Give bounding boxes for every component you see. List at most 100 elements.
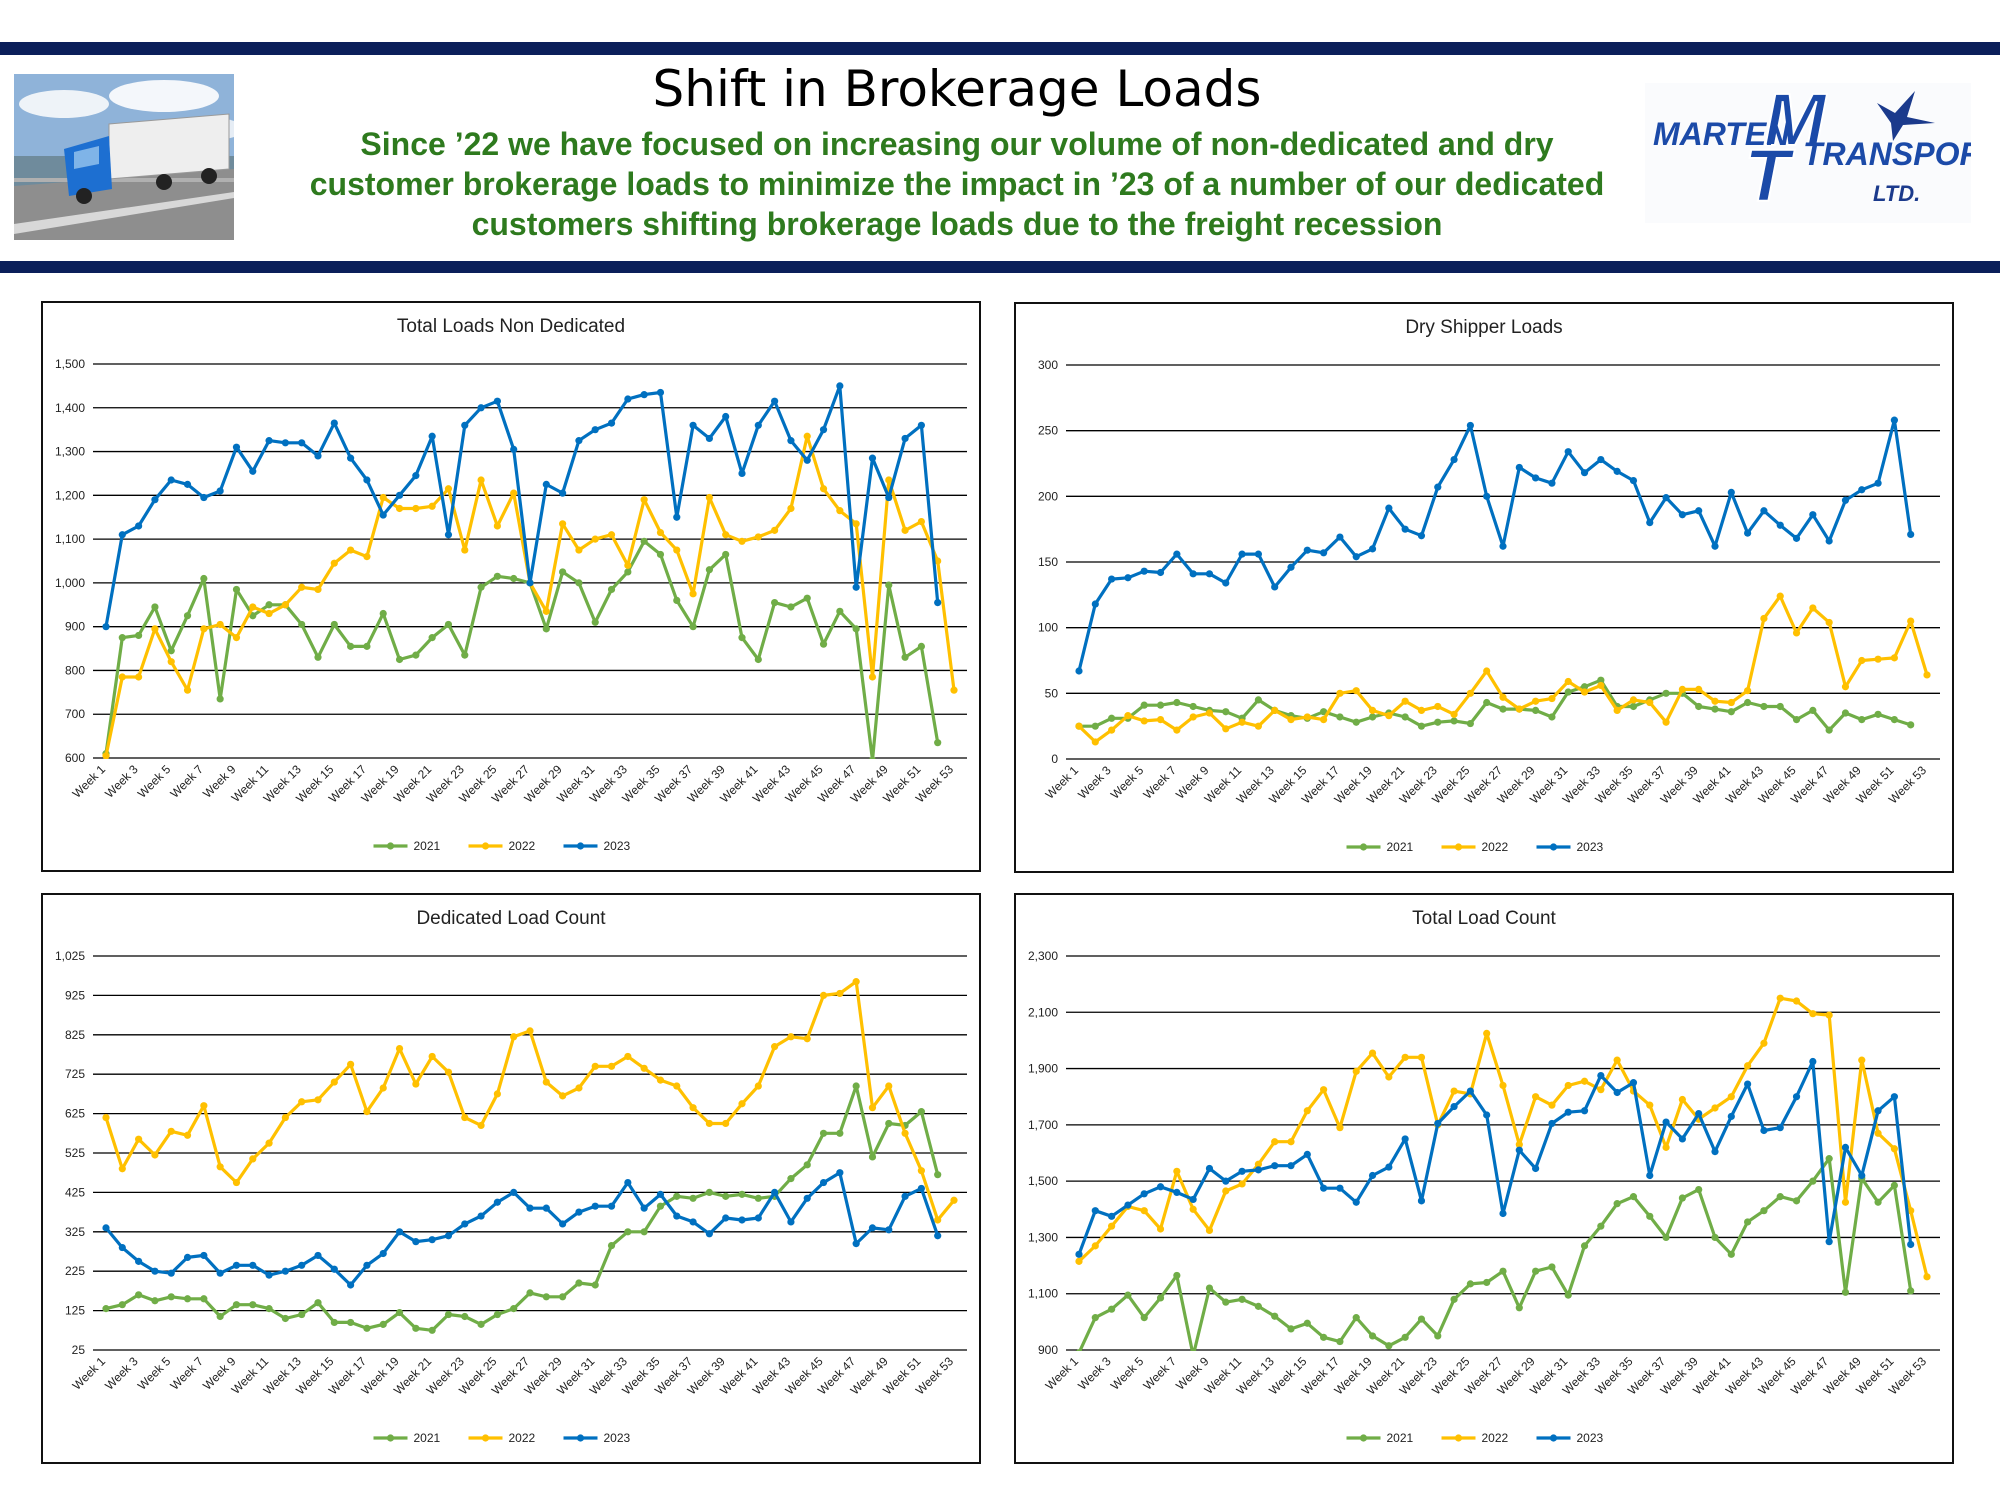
- data-point: [1809, 1057, 1817, 1066]
- data-point: [216, 487, 224, 495]
- data-point: [265, 1271, 273, 1279]
- data-point: [1890, 1181, 1898, 1189]
- data-point: [1352, 553, 1360, 561]
- data-point: [1825, 1238, 1833, 1246]
- data-point: [477, 583, 485, 591]
- data-point: [917, 1184, 925, 1193]
- data-point: [673, 1082, 681, 1090]
- data-point: [461, 651, 469, 659]
- data-point: [1254, 722, 1262, 730]
- data-point: [1385, 1073, 1393, 1081]
- data-point: [330, 1265, 338, 1273]
- data-point: [347, 1318, 355, 1327]
- y-tick-label: 1,900: [1028, 1062, 1058, 1076]
- data-point: [1189, 713, 1197, 721]
- data-point: [787, 1175, 795, 1183]
- data-point: [1515, 1304, 1523, 1312]
- y-tick-label: 1,025: [55, 949, 85, 963]
- data-point: [1548, 1263, 1556, 1271]
- data-point: [624, 1228, 632, 1236]
- data-point: [330, 1318, 338, 1327]
- data-point: [1320, 708, 1328, 716]
- data-point: [428, 1326, 436, 1334]
- data-point: [1238, 1180, 1246, 1188]
- data-point: [575, 437, 583, 445]
- data-point: [1222, 1177, 1230, 1185]
- data-point: [1646, 698, 1654, 707]
- data-point: [1890, 654, 1898, 662]
- data-point: [330, 559, 338, 567]
- data-point: [151, 1297, 159, 1305]
- data-point: [1695, 1185, 1703, 1194]
- data-point: [1760, 1039, 1768, 1047]
- data-point: [510, 1188, 518, 1196]
- chart-panel: Total Load Count 900 1,100 1,300 1,500 1,700 1…: [1014, 893, 1954, 1464]
- data-point: [298, 1098, 306, 1106]
- data-point: [1580, 1077, 1589, 1085]
- data-point: [624, 1178, 632, 1187]
- data-point: [232, 634, 241, 642]
- data-point: [1809, 706, 1817, 715]
- data-point: [656, 1076, 665, 1084]
- series-line: [104, 1171, 940, 1287]
- data-point: [738, 469, 746, 478]
- data-point: [705, 1230, 713, 1238]
- series-line: [104, 384, 940, 627]
- data-point: [1271, 1138, 1279, 1146]
- data-point: [412, 651, 420, 659]
- data-point: [1417, 532, 1426, 540]
- data-point: [754, 1214, 762, 1222]
- data-point: [1841, 683, 1850, 691]
- data-point: [428, 432, 436, 440]
- data-point: [656, 528, 665, 537]
- data-point: [1352, 1314, 1360, 1322]
- data-point: [363, 1324, 371, 1332]
- data-point: [1222, 579, 1230, 587]
- data-point: [1254, 550, 1262, 558]
- legend-swatch: [576, 1434, 585, 1442]
- y-tick-label: 1,500: [55, 357, 85, 371]
- data-point: [477, 1320, 485, 1328]
- data-point: [1890, 1145, 1898, 1153]
- data-point: [901, 434, 909, 443]
- data-point: [819, 426, 828, 434]
- data-point: [1140, 1190, 1148, 1198]
- data-point: [1792, 1197, 1801, 1205]
- data-point: [493, 522, 501, 530]
- data-point: [200, 625, 208, 633]
- data-point: [1499, 1267, 1507, 1275]
- data-point: [722, 531, 730, 539]
- data-point: [1629, 476, 1638, 485]
- data-point: [1825, 537, 1833, 545]
- data-point: [1368, 545, 1377, 553]
- legend-swatch: [1359, 843, 1368, 851]
- y-tick-label: 600: [65, 751, 85, 765]
- data-point: [1483, 667, 1491, 675]
- data-point: [1613, 1056, 1621, 1064]
- y-tick-label: 925: [65, 988, 85, 1002]
- data-point: [1711, 1233, 1719, 1242]
- data-point: [852, 978, 860, 986]
- data-point: [151, 1267, 159, 1275]
- data-point: [542, 625, 550, 633]
- data-point: [363, 553, 371, 561]
- data-point: [1303, 713, 1311, 721]
- data-point: [1156, 701, 1165, 709]
- y-tick-label: 325: [65, 1225, 85, 1239]
- data-point: [1776, 592, 1784, 600]
- legend-label: 2021: [1387, 840, 1414, 854]
- data-point: [102, 1305, 110, 1313]
- data-point: [624, 1052, 632, 1061]
- data-point: [1156, 1183, 1165, 1191]
- data-point: [1336, 689, 1344, 697]
- data-point: [216, 620, 224, 629]
- data-point: [1189, 570, 1197, 578]
- y-tick-label: 900: [1038, 1343, 1058, 1357]
- y-tick-label: 900: [65, 620, 85, 634]
- data-point: [1385, 504, 1393, 512]
- legend-label: 2023: [1577, 1431, 1604, 1445]
- data-point: [656, 1190, 665, 1198]
- data-point: [673, 596, 681, 604]
- legend-label: 2023: [604, 839, 631, 853]
- data-point: [1613, 1088, 1621, 1097]
